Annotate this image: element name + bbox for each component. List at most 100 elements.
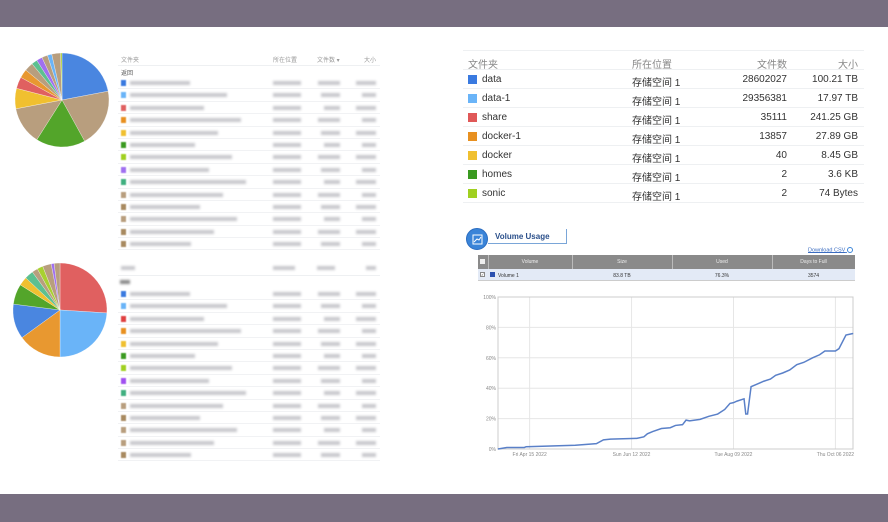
pie-slice[interactable] <box>61 52 109 101</box>
folder-color-swatch <box>468 189 477 198</box>
usage-point <box>755 384 757 385</box>
table-row[interactable] <box>118 412 380 425</box>
table-row[interactable] <box>118 362 380 375</box>
folder-location: 存储空间 1 <box>632 154 681 165</box>
table-row[interactable] <box>118 176 380 189</box>
header-size[interactable]: 大小 <box>838 60 858 71</box>
table-row[interactable] <box>118 89 380 102</box>
usage-point <box>789 369 791 371</box>
folder-color-swatch <box>121 92 126 99</box>
table-row[interactable] <box>118 338 380 350</box>
folder-size: 100.21 TB <box>812 74 858 85</box>
table-row[interactable] <box>118 102 380 115</box>
y-tick-label: 0% <box>489 447 497 453</box>
pie-slice[interactable] <box>59 309 108 358</box>
usage-point <box>523 447 525 448</box>
folder-color-swatch <box>468 151 477 160</box>
table-row[interactable] <box>118 288 380 301</box>
col-days-to-full[interactable]: Days to Full <box>800 259 827 265</box>
usage-point <box>682 424 683 426</box>
plot-area <box>497 296 854 450</box>
usage-point <box>796 364 798 366</box>
folder-row[interactable]: homes 存储空间 1 2 3.6 KB <box>463 165 864 184</box>
header-location[interactable]: 所在位置 <box>273 58 298 64</box>
folder-row[interactable]: docker-1 存储空间 1 13857 27.89 GB <box>463 127 864 146</box>
table-row[interactable] <box>118 201 380 214</box>
pie-slice[interactable] <box>53 262 61 311</box>
folder-row[interactable]: data-1 存储空间 1 29356381 17.97 TB <box>463 89 864 108</box>
volume-grid: Volume Size Used Days to Full ✓ Volume 1… <box>478 255 855 281</box>
folder-row[interactable]: docker 存储空间 1 40 8.45 GB <box>463 146 864 165</box>
folder-row[interactable]: sonic 存储空间 1 2 74 Bytes <box>463 184 864 203</box>
table-row[interactable] <box>118 400 380 412</box>
table-row[interactable] <box>118 238 380 251</box>
folder-name: docker <box>482 150 513 161</box>
table-row[interactable] <box>118 226 380 239</box>
back-link[interactable]: 返回 <box>121 71 134 77</box>
volume-size: 83.8 TB <box>613 273 631 279</box>
header-folder[interactable]: 文件夹 <box>468 60 498 71</box>
folder-color-swatch <box>121 452 126 459</box>
pie-slice[interactable] <box>59 262 108 314</box>
folder-color-swatch <box>121 216 126 223</box>
usage-point <box>669 427 671 429</box>
pie-slice[interactable] <box>36 99 85 148</box>
folder-table-bottom <box>118 262 380 462</box>
folder-location: 存储空间 1 <box>632 192 681 203</box>
folder-row[interactable]: share 存储空间 1 35111 241.25 GB <box>463 108 864 127</box>
header-files[interactable]: 文件数 ▾ <box>317 58 340 64</box>
folder-table-top: 文件夹 所在位置 文件数 ▾ 大小 返回 <box>118 52 380 251</box>
folder-color-swatch <box>121 427 126 434</box>
pie-slice[interactable] <box>60 52 63 101</box>
col-used[interactable]: Used <box>716 259 728 265</box>
col-size[interactable]: Size <box>617 259 627 265</box>
table-row[interactable] <box>118 300 380 313</box>
header-size[interactable]: 大小 <box>364 58 377 64</box>
table-row[interactable] <box>118 114 380 127</box>
folder-file-count: 2 <box>781 169 787 180</box>
folder-file-count: 29356381 <box>742 93 788 104</box>
folder-color-swatch <box>121 80 126 86</box>
usage-point <box>652 431 654 432</box>
header-files[interactable]: 文件数 <box>757 60 787 71</box>
table-row[interactable] <box>118 164 380 177</box>
pie-slice[interactable] <box>61 91 110 142</box>
table-row[interactable] <box>118 437 380 450</box>
select-all-checkbox[interactable] <box>480 259 485 264</box>
folder-file-count: 13857 <box>759 131 787 142</box>
table-row[interactable] <box>118 375 380 388</box>
volume-usage-title: Volume Usage <box>488 229 567 244</box>
x-tick-label: Thu Oct 06 2022 <box>817 452 854 458</box>
folder-color-swatch <box>121 365 126 372</box>
folder-color-swatch <box>121 104 126 111</box>
table-row[interactable] <box>118 77 380 90</box>
folder-file-count: 35111 <box>760 112 787 123</box>
table-row[interactable] <box>118 213 380 226</box>
usage-point <box>803 361 805 363</box>
table-row[interactable] <box>118 449 380 462</box>
volume-days-to-full: 3574 <box>807 273 820 279</box>
table-row[interactable] <box>118 350 380 363</box>
usage-point <box>762 380 764 382</box>
header-location[interactable]: 所在位置 <box>632 60 672 71</box>
table-row[interactable] <box>118 139 380 152</box>
table-row[interactable] <box>118 151 380 164</box>
col-volume[interactable]: Volume <box>521 259 539 265</box>
folder-color-swatch <box>121 439 126 446</box>
folder-size: 241.25 GB <box>810 112 858 123</box>
volume-row[interactable]: ✓ Volume 1 83.8 TB 76.3% 3574 <box>478 269 855 281</box>
header-folder[interactable]: 文件夹 <box>121 58 140 64</box>
folder-name: sonic <box>482 188 506 199</box>
table-row[interactable] <box>118 127 380 139</box>
table-row[interactable] <box>118 325 380 338</box>
table-row[interactable] <box>118 387 380 400</box>
download-csv-link[interactable]: Download CSV <box>808 247 853 253</box>
table-row[interactable] <box>118 189 380 201</box>
folder-location: 存储空间 1 <box>632 135 681 146</box>
table-row[interactable] <box>118 313 380 326</box>
folder-name: docker-1 <box>482 131 521 142</box>
folder-row[interactable]: data 存储空间 1 28602027 100.21 TB <box>463 70 864 89</box>
table-row[interactable] <box>118 424 380 437</box>
row-checkbox[interactable]: ✓ <box>480 272 485 277</box>
folder-name: data <box>482 74 502 85</box>
